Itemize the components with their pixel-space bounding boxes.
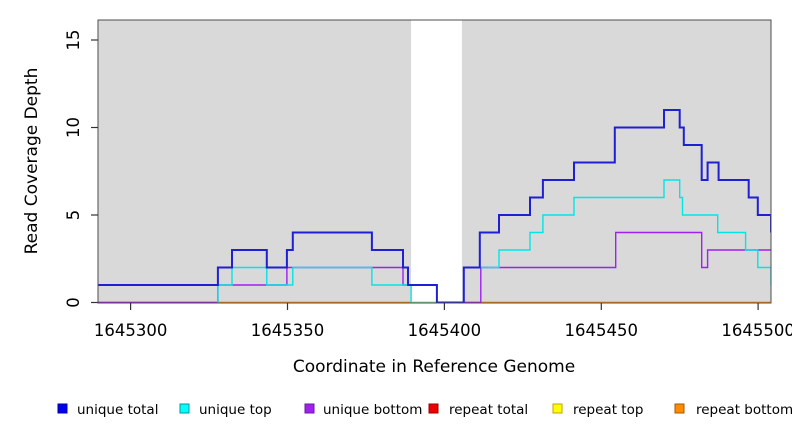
x-tick-label: 1645300 (94, 321, 168, 340)
y-axis: 0 5 10 15 (64, 30, 98, 308)
x-axis-title: Coordinate in Reference Genome (293, 357, 575, 377)
legend-swatch-unique-bottom (304, 403, 315, 414)
legend: unique total unique top unique bottom repea… (57, 402, 792, 418)
series-unique-top-line (463, 179, 771, 303)
legend-swatch-repeat-bottom (674, 403, 685, 414)
legend-label-unique-top: unique top (199, 402, 272, 418)
legend-label-unique-total: unique total (77, 402, 158, 418)
legend-swatch-repeat-total (428, 403, 439, 414)
y-axis-title: Read Coverage Depth (22, 68, 42, 255)
legend-label-unique-bottom: unique bottom (323, 402, 422, 418)
plot-border (97, 19, 772, 304)
y-tick-label: 0 (64, 297, 83, 308)
y-tick-label: 5 (64, 210, 83, 221)
x-tick-label: 1645400 (408, 321, 482, 340)
legend-label-repeat-top: repeat top (573, 402, 643, 418)
legend-swatch-unique-top (179, 403, 190, 414)
x-tick-label: 1645350 (251, 321, 325, 340)
x-tick-label: 1645450 (565, 321, 639, 340)
series-unique-total-line (98, 109, 771, 303)
legend-swatch-unique-total (57, 403, 68, 414)
y-tick-label: 10 (64, 117, 83, 138)
legend-label-repeat-total: repeat total (449, 402, 528, 418)
x-axis: 1645300 1645350 1645400 1645450 1645500 (94, 303, 792, 340)
legend-swatch-repeat-top (552, 403, 563, 414)
y-tick-label: 15 (64, 30, 83, 51)
series-unique-bottom-line (463, 231, 771, 303)
masked-region-band (411, 20, 462, 303)
legend-label-repeat-bottom: repeat bottom (696, 402, 792, 418)
x-tick-label: 1645500 (721, 321, 792, 340)
